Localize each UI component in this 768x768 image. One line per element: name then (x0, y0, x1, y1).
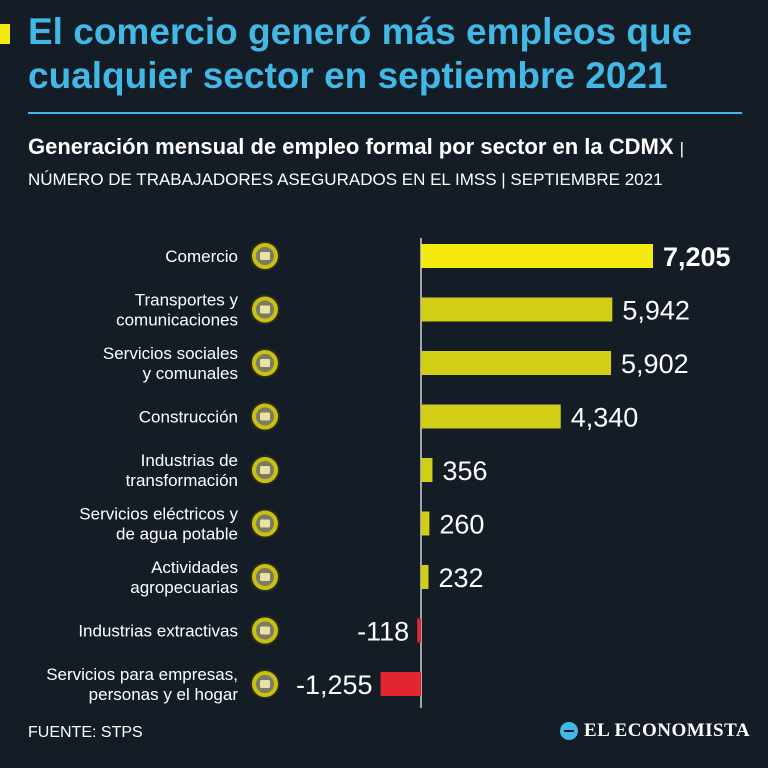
category-label-line: Industrias extractivas (78, 622, 238, 641)
category-label-line: Construcción (139, 408, 238, 427)
category-label-line: Transportes y (135, 291, 239, 310)
icon-glyph (260, 305, 270, 314)
category-label-line: y comunales (143, 364, 238, 383)
category-label-line: Servicios para empresas, (46, 665, 238, 684)
value-label-3: 5,902 (621, 349, 689, 379)
category-label-line: Comercio (165, 247, 238, 266)
shopping-bags-icon (250, 241, 280, 271)
icon-glyph (260, 466, 270, 474)
bar-7 (421, 565, 429, 589)
oil-pump-icon (250, 615, 280, 646)
category-label-7: Actividades agropecuarias (130, 558, 238, 597)
electric-tower-icon (250, 508, 280, 539)
subtitle-main: Generación mensual de empleo formal por … (28, 134, 674, 159)
icon-glyph (260, 573, 270, 581)
category-label-line: comunicaciones (116, 311, 238, 330)
category-label-line: Industrias de (141, 451, 238, 470)
category-label-8: Industrias extractivas (78, 622, 238, 641)
bar-1 (421, 244, 653, 268)
category-label-line: de agua potable (116, 525, 238, 544)
category-label-3: Servicios sociales y comunales (103, 344, 238, 383)
value-label-5: 356 (442, 456, 487, 486)
title-divider (28, 112, 742, 114)
bar-2 (421, 297, 613, 322)
gears-icon (250, 455, 280, 485)
bar-4 (421, 404, 561, 429)
icon-glyph (260, 519, 270, 528)
bar-6 (421, 511, 430, 536)
value-label-6: 260 (439, 510, 484, 540)
value-label-4: 4,340 (571, 403, 639, 433)
category-label-line: agropecuarias (130, 578, 238, 597)
bar-8 (417, 618, 421, 643)
icon-glyph (260, 252, 270, 260)
category-label-2: Transportes y comunicaciones (116, 291, 238, 330)
subtitle-detail: | NÚMERO DE TRABAJADORES ASEGURADOS EN E… (28, 139, 685, 189)
value-label-8: -118 (357, 617, 409, 647)
icon-glyph (260, 680, 270, 688)
category-label-line: transformación (126, 471, 238, 490)
category-label-4: Construcción (139, 408, 238, 427)
bar-5 (421, 458, 433, 482)
category-label-line: Servicios sociales (103, 344, 238, 363)
construction-worker-icon (250, 401, 280, 432)
category-label-6: Servicios eléctricos y de agua potable (79, 505, 238, 544)
bar-chart: 7,205 Comercio 5,942 Transportes y comunicac… (0, 230, 768, 710)
bus-icon (250, 294, 280, 325)
source-note: FUENTE: STPS (28, 724, 143, 741)
brand-mark-icon (560, 722, 578, 740)
accent-bar (0, 24, 10, 44)
icon-glyph (260, 626, 270, 635)
headline: El comercio generó más empleos que cualq… (28, 11, 693, 96)
category-label-1: Comercio (165, 247, 238, 266)
value-label-7: 232 (438, 563, 483, 593)
hands-heart-icon (250, 348, 280, 378)
category-label-9: Servicios para empresas, personas y el ho… (46, 665, 238, 704)
category-label-5: Industrias de transformación (126, 451, 238, 490)
category-label-line: Servicios eléctricos y (79, 505, 238, 524)
chart-svg: 7,205 Comercio 5,942 Transportes y comunicac… (46, 238, 731, 708)
crops-icon (250, 562, 280, 592)
bar-9 (380, 672, 421, 696)
brand-logo: EL ECONOMISTA (560, 720, 750, 742)
category-label-line: Actividades (151, 558, 238, 577)
brand-name: EL ECONOMISTA (584, 720, 751, 741)
value-label-9: -1,255 (296, 670, 373, 700)
service-person-icon (250, 669, 280, 699)
value-label-2: 5,942 (622, 296, 690, 326)
icon-glyph (260, 412, 270, 421)
bar-3 (421, 351, 612, 375)
icon-glyph (260, 359, 270, 367)
value-label-1: 7,205 (663, 242, 731, 272)
subtitle: Generación mensual de empleo formal por … (28, 132, 748, 194)
category-label-line: personas y el hogar (89, 685, 239, 704)
